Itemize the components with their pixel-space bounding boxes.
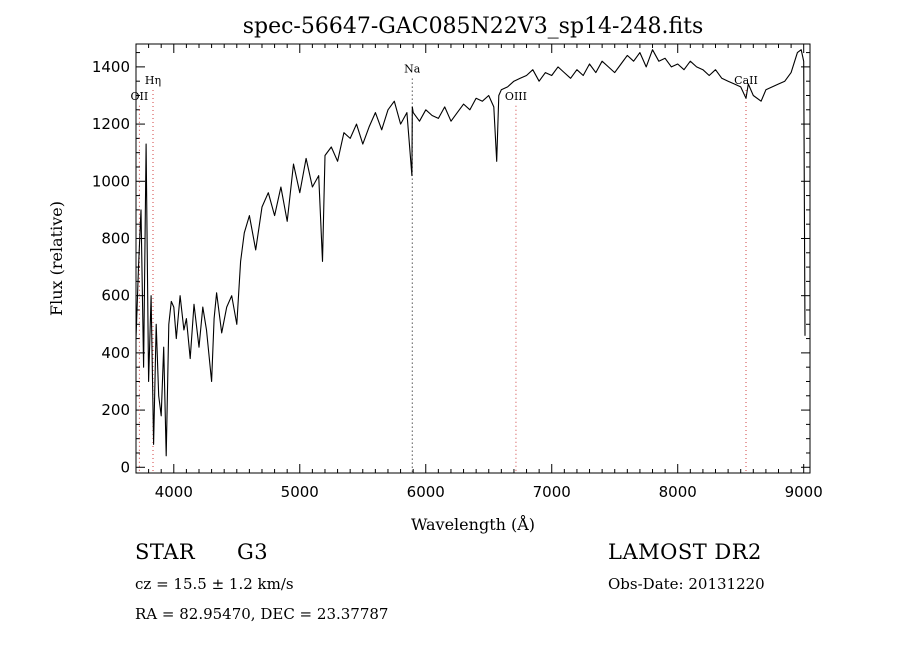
y-axis-label: Flux (relative) <box>47 201 66 316</box>
x-tick-label: 8000 <box>659 483 697 501</box>
spectral-line-label: OIII <box>505 90 527 103</box>
y-tick-label: 200 <box>101 401 130 419</box>
y-tick-label: 400 <box>101 344 130 362</box>
object-class: STAR <box>135 540 196 564</box>
x-axis-label: Wavelength (Å) <box>411 514 535 534</box>
spectral-line-label: OII <box>131 90 149 103</box>
spectral-line-label: Hη <box>145 74 161 87</box>
x-tick-label: 6000 <box>407 483 445 501</box>
flux-series-line <box>135 49 806 457</box>
y-tick-label: 1000 <box>92 172 130 190</box>
x-tick-label: 5000 <box>281 483 319 501</box>
y-tick-label: 600 <box>101 287 130 305</box>
survey-name: LAMOST DR2 <box>608 540 762 564</box>
y-tick-label: 0 <box>120 458 130 476</box>
spectral-line-label: Na <box>404 63 421 76</box>
y-tick-label: 1400 <box>92 58 130 76</box>
plot-frame <box>135 43 811 474</box>
coordinates: RA = 82.95470, DEC = 23.37787 <box>135 605 389 623</box>
y-tick-label: 800 <box>101 229 130 247</box>
spectral-line-label: CaII <box>734 74 758 87</box>
chart-title: spec-56647-GAC085N22V3_sp14-248.fits <box>243 14 704 39</box>
object-subclass: G3 <box>237 540 269 564</box>
x-tick-label: 4000 <box>155 483 193 501</box>
x-tick-label: 9000 <box>785 483 823 501</box>
observation-date: Obs-Date: 20131220 <box>608 575 765 593</box>
x-tick-label: 7000 <box>533 483 571 501</box>
y-tick-label: 1200 <box>92 115 130 133</box>
redshift-velocity: cz = 15.5 ± 1.2 km/s <box>135 575 294 593</box>
